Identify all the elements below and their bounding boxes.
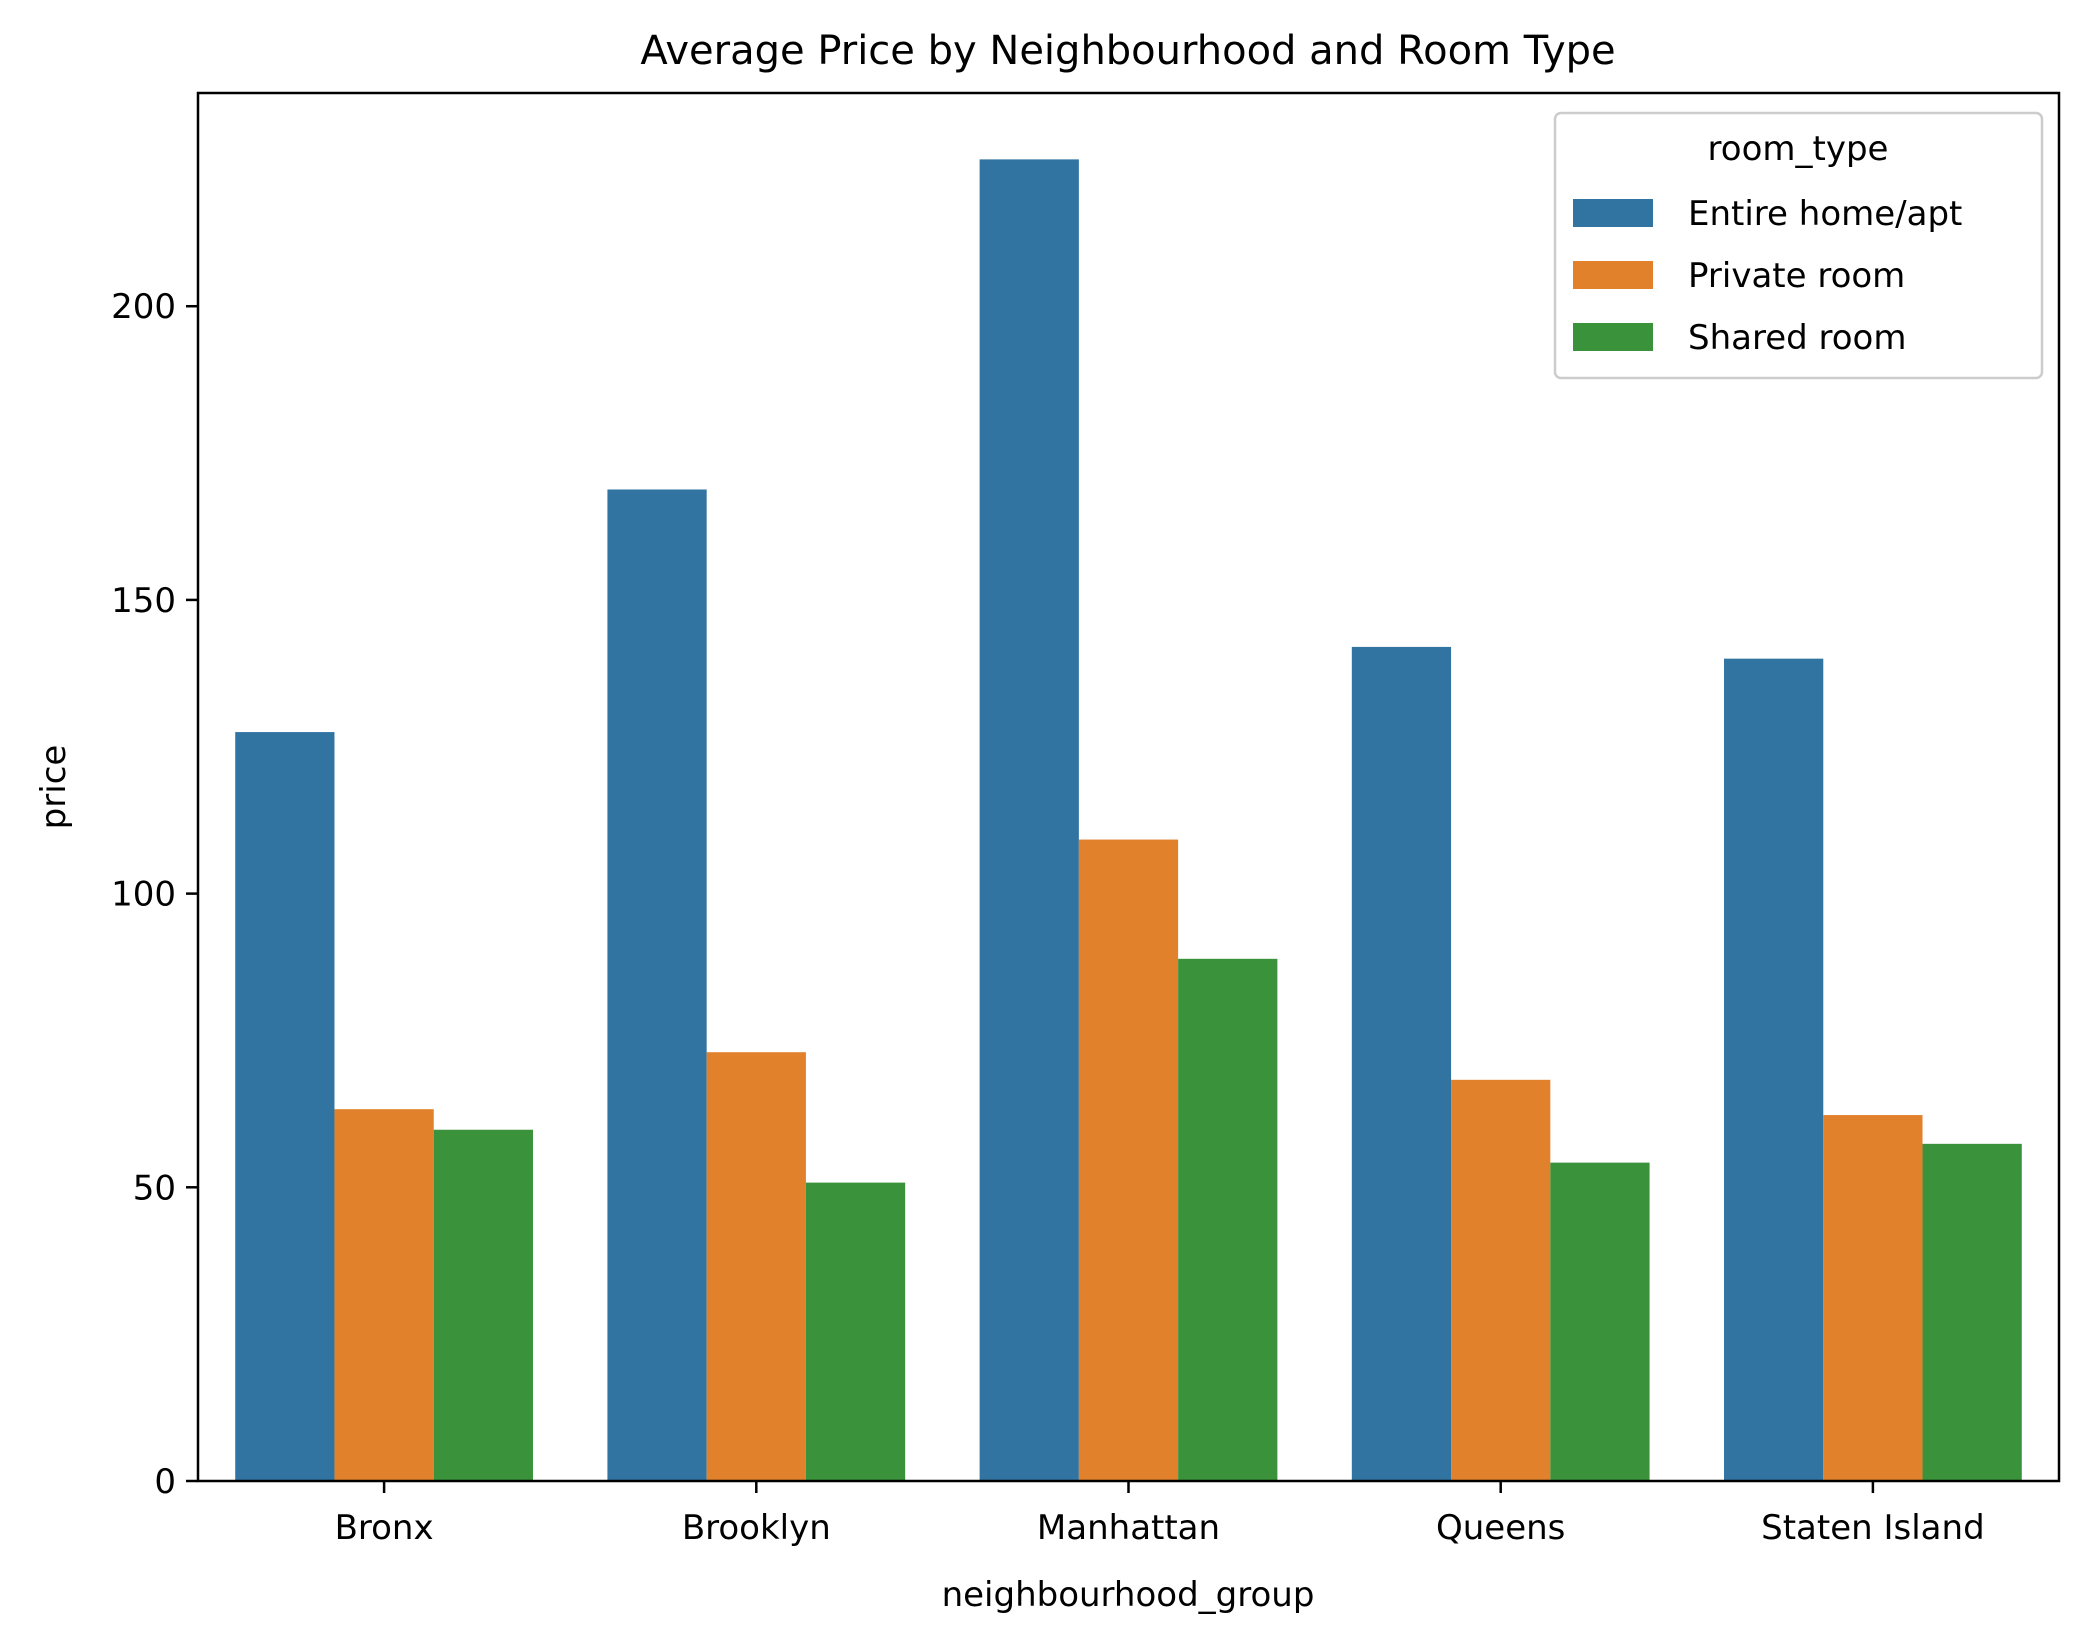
bar	[607, 489, 707, 1481]
bar	[1078, 839, 1179, 1481]
bar	[334, 1109, 434, 1481]
legend-swatch	[1573, 199, 1653, 227]
y-tick-label: 50	[133, 1168, 176, 1208]
bar	[1823, 1115, 1923, 1481]
legend: room_type Entire home/apt Private room Sha…	[1553, 111, 2044, 380]
legend-box	[1553, 111, 2044, 380]
bar	[706, 1052, 806, 1481]
legend-label: Private room	[1688, 256, 1905, 296]
bar	[1724, 658, 1824, 1481]
y-tick-label: 150	[111, 581, 176, 621]
y-tick-label: 0	[154, 1462, 176, 1502]
legend-items: Entire home/apt Private room Shared room	[1573, 194, 1962, 358]
legend-swatch	[1573, 323, 1653, 351]
y-axis-label: price	[34, 745, 74, 830]
bar	[235, 732, 335, 1481]
y-tick-label: 200	[111, 287, 176, 327]
y-tick-label: 100	[111, 875, 176, 915]
x-tick-label: Queens	[1436, 1508, 1565, 1548]
x-tick-label: Staten Island	[1761, 1508, 1985, 1548]
bar	[805, 1182, 906, 1481]
bar	[1451, 1079, 1551, 1481]
bars-layer	[235, 159, 2022, 1481]
bar	[1550, 1162, 1650, 1481]
bar	[1178, 958, 1278, 1481]
x-tick-label: Bronx	[335, 1508, 434, 1548]
chart-title: Average Price by Neighbourhood and Room …	[640, 28, 1615, 74]
bar	[433, 1129, 533, 1481]
x-axis: Bronx Brooklyn Manhattan Queens Staten Islan…	[335, 1481, 1985, 1548]
bar	[1351, 646, 1452, 1481]
x-axis-label: neighbourhood_group	[942, 1575, 1315, 1615]
x-tick-label: Manhattan	[1037, 1508, 1220, 1548]
y-axis: 0 50 100 150 200	[111, 287, 198, 1502]
legend-title: room_type	[1708, 129, 1889, 169]
legend-swatch	[1573, 261, 1653, 289]
legend-label: Shared room	[1688, 318, 1906, 358]
legend-label: Entire home/apt	[1688, 194, 1962, 234]
bar	[979, 159, 1079, 1481]
bar	[1922, 1143, 2022, 1481]
x-tick-label: Brooklyn	[682, 1508, 831, 1548]
